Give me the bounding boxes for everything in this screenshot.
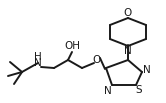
Text: H: H	[34, 52, 42, 62]
Text: O: O	[124, 8, 132, 18]
Text: N: N	[124, 46, 132, 56]
Text: N: N	[34, 58, 42, 68]
Text: N: N	[143, 65, 151, 75]
Text: N: N	[104, 86, 112, 96]
Text: S: S	[136, 85, 142, 95]
Text: OH: OH	[64, 41, 80, 51]
Text: O: O	[93, 55, 101, 65]
